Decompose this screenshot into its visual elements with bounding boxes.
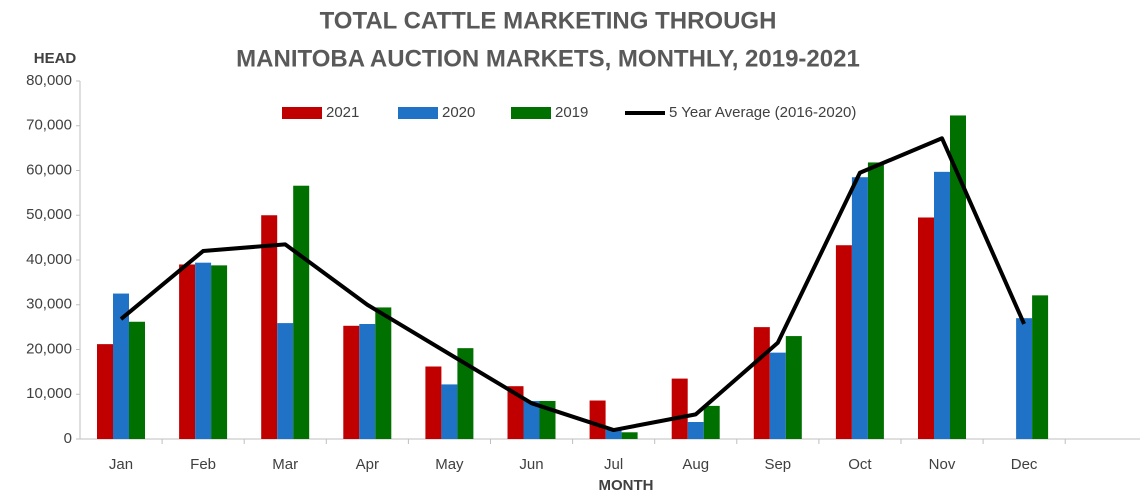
bar <box>113 293 129 439</box>
bar <box>605 430 622 439</box>
legend-label: 2020 <box>442 104 475 121</box>
bar <box>179 264 196 439</box>
x-tick-label: Jan <box>109 456 133 473</box>
x-tick-label: Dec <box>1011 456 1038 473</box>
bar <box>703 405 720 439</box>
bar <box>97 344 113 439</box>
x-tick-label: Jun <box>519 456 543 473</box>
y-tick-label: 10,000 <box>26 385 72 402</box>
x-tick-label: Feb <box>190 456 216 473</box>
x-tick-label: Mar <box>272 456 298 473</box>
bar <box>457 348 474 439</box>
bar <box>1032 295 1049 439</box>
y-tick-label: 70,000 <box>26 117 72 134</box>
bar <box>769 352 786 439</box>
bar <box>293 185 310 439</box>
bar <box>261 215 278 439</box>
bar <box>359 323 376 439</box>
legend-swatch <box>282 107 322 119</box>
bar <box>211 265 228 439</box>
legend-swatch <box>398 107 438 119</box>
legend-label: 2019 <box>555 104 588 121</box>
x-tick-label: Oct <box>848 456 872 473</box>
bar <box>195 262 212 439</box>
bar <box>867 162 884 439</box>
line <box>119 136 1026 433</box>
y-tick-label: 40,000 <box>26 251 72 268</box>
bar <box>523 400 540 439</box>
bar <box>589 400 606 439</box>
bar <box>343 325 360 439</box>
x-tick-label: May <box>435 456 464 473</box>
legend-swatch <box>511 107 551 119</box>
bar <box>129 321 145 439</box>
bar <box>1016 318 1033 439</box>
x-tick-label: Apr <box>356 456 379 473</box>
bar <box>851 177 868 439</box>
bar <box>687 421 704 439</box>
x-tick-label: Aug <box>682 456 709 473</box>
bar <box>918 217 934 439</box>
bar <box>671 378 688 439</box>
chart-title: MANITOBA AUCTION MARKETS, MONTHLY, 2019-… <box>236 45 860 72</box>
bar <box>277 323 294 439</box>
x-tick-label: Jul <box>604 456 623 473</box>
y-tick-label: 60,000 <box>26 161 72 178</box>
y-tick-label: 30,000 <box>26 296 72 313</box>
bar <box>950 115 966 440</box>
bar <box>425 366 442 439</box>
y-tick-label: 20,000 <box>26 340 72 357</box>
y-axis-label: HEAD <box>34 50 77 67</box>
y-tick-label: 50,000 <box>26 206 72 223</box>
y-tick-label: 0 <box>64 430 72 447</box>
bar <box>375 307 392 439</box>
x-tick-label: Sep <box>764 456 791 473</box>
x-tick-label: Nov <box>929 456 956 473</box>
bar <box>753 327 770 439</box>
bar <box>621 432 638 439</box>
chart-title: TOTAL CATTLE MARKETING THROUGH <box>320 7 777 34</box>
x-axis-label: MONTH <box>599 477 654 494</box>
bar <box>441 384 458 439</box>
bar <box>835 245 852 439</box>
bar <box>934 171 950 439</box>
bar <box>785 336 802 439</box>
bar <box>507 386 524 439</box>
legend-label: 5 Year Average (2016-2020) <box>669 104 856 121</box>
legend-label: 2021 <box>326 104 359 121</box>
y-tick-label: 80,000 <box>26 72 72 89</box>
